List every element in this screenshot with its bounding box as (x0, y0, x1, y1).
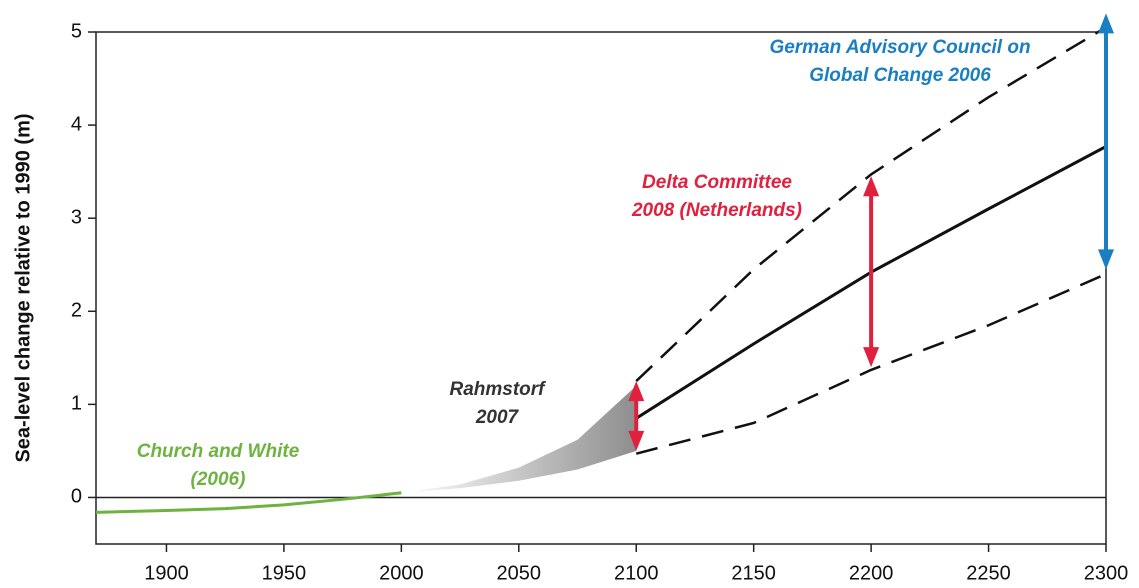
x-tick-label: 1950 (262, 562, 307, 584)
arrow-head (863, 176, 880, 197)
range-line (635, 26, 1107, 382)
x-tick-label: 2050 (497, 562, 542, 584)
plot-frame (95, 31, 1107, 545)
annotation: Rahmstorf (449, 379, 546, 400)
range-arrow (1098, 13, 1114, 270)
x-tick-label: 2300 (1084, 562, 1129, 584)
arrow-head (863, 347, 880, 368)
y-tick-label: 0 (71, 486, 82, 508)
y-tick-label: 1 (71, 393, 82, 415)
y-tick-label: 3 (71, 206, 82, 228)
x-tick-label: 2250 (966, 562, 1011, 584)
x-tick-label: 1900 (144, 562, 189, 584)
x-tick-label: 2150 (731, 562, 776, 584)
arrow-head (1098, 249, 1114, 270)
x-tick-label: 2200 (849, 562, 894, 584)
annotation: Church and White (137, 441, 300, 462)
annotation: (2006) (191, 469, 246, 490)
data-line (95, 491, 402, 514)
arrow-head (628, 430, 645, 451)
range-arrow (628, 381, 645, 451)
range-line (635, 272, 1107, 455)
annotation: 2008 (Netherlands) (631, 200, 802, 221)
x-tick-label: 2100 (614, 562, 659, 584)
projection-band (401, 385, 637, 493)
y-axis-label: Sea-level change relative to 1990 (m) (12, 113, 34, 462)
range-arrow (863, 176, 880, 368)
annotation: 2007 (475, 407, 520, 428)
y-tick-label: 4 (71, 113, 82, 135)
arrow-head (1098, 13, 1114, 34)
x-tick-label: 2000 (379, 562, 424, 584)
annotation: German Advisory Council on (769, 37, 1030, 58)
y-tick-label: 2 (71, 300, 82, 322)
annotation: Global Change 2006 (809, 65, 991, 86)
arrow-head (628, 381, 645, 402)
y-tick-label: 5 (71, 20, 82, 42)
annotation: Delta Committee (642, 172, 792, 193)
